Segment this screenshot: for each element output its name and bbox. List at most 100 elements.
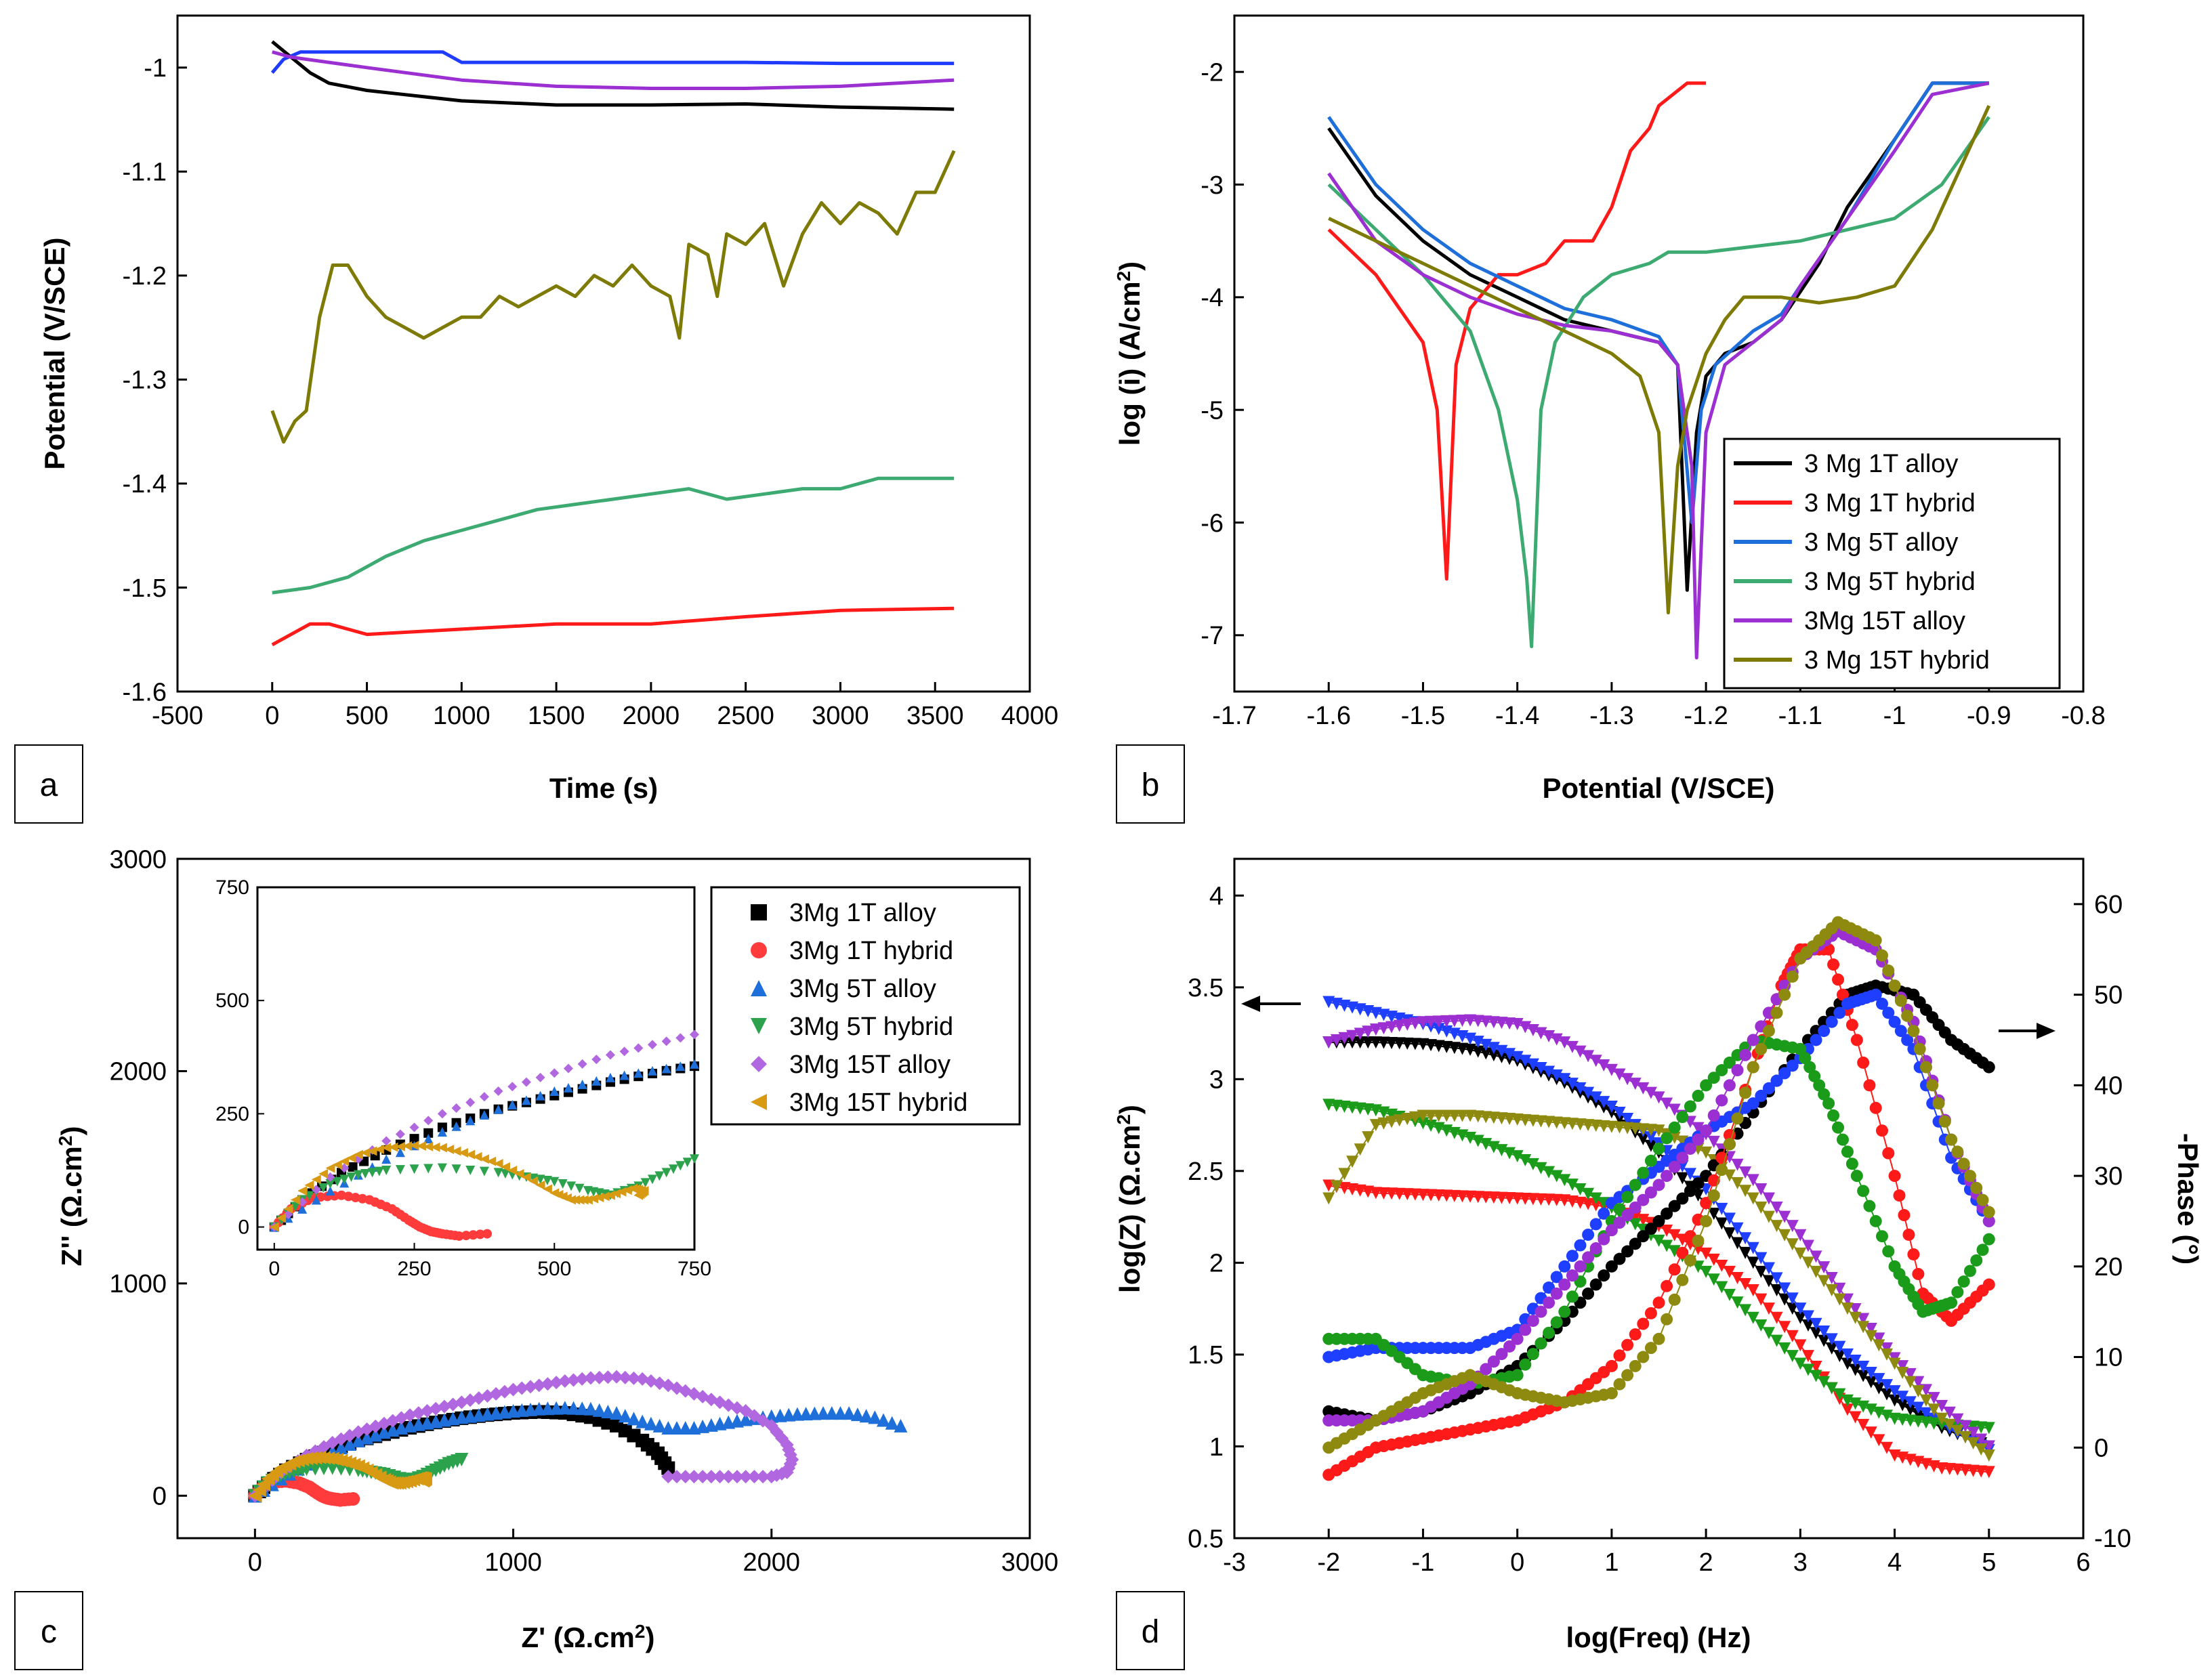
inset-data-point xyxy=(690,1154,699,1164)
data-point xyxy=(1825,1284,1838,1297)
data-point xyxy=(1582,1228,1595,1241)
data-point xyxy=(1833,1340,1846,1353)
data-point xyxy=(1957,1275,1970,1288)
x-tick-label: 500 xyxy=(346,702,388,730)
data-point xyxy=(1707,1109,1720,1122)
y-tick-label: -1.2 xyxy=(123,262,167,291)
legend-label: 3Mg 5T alloy xyxy=(789,975,936,1003)
data-point xyxy=(1849,1363,1862,1376)
data-point xyxy=(1432,1109,1445,1122)
inset-data-point xyxy=(350,1193,360,1203)
data-point xyxy=(558,1374,572,1388)
data-point xyxy=(1786,1302,1799,1315)
data-point xyxy=(1882,1006,1895,1019)
data-point xyxy=(1408,1038,1421,1051)
data-point xyxy=(1739,1278,1752,1291)
inset-data-point xyxy=(647,1174,657,1185)
data-point xyxy=(1970,1181,1983,1194)
inset-x-tick-label: 250 xyxy=(398,1258,432,1280)
inset-data-point xyxy=(690,1030,699,1040)
inset-data-point xyxy=(458,1148,468,1158)
data-point xyxy=(1827,1109,1840,1122)
legend-marker xyxy=(751,1094,767,1110)
data-point xyxy=(1605,1387,1618,1400)
inset-data-point xyxy=(465,1097,476,1107)
data-point xyxy=(1901,1009,1914,1022)
data-point xyxy=(1888,1170,1901,1183)
panel-d-plot-frame xyxy=(1233,857,2085,1540)
series-line xyxy=(1328,105,1991,615)
data-point xyxy=(1511,1332,1524,1345)
inset-data-point xyxy=(395,1147,405,1158)
data-point xyxy=(1684,1168,1696,1181)
data-point xyxy=(1582,1251,1595,1264)
data-point xyxy=(1574,1260,1587,1273)
data-point xyxy=(1535,1193,1547,1206)
data-point xyxy=(1652,1296,1665,1309)
data-point xyxy=(1963,1170,1976,1183)
x-tick-label: -2 xyxy=(1317,1548,1340,1577)
data-point xyxy=(1480,1363,1493,1376)
data-point xyxy=(1893,1189,1906,1202)
legend-box xyxy=(710,886,1021,1126)
data-point xyxy=(343,1437,357,1451)
data-point xyxy=(1982,1422,1995,1435)
inset-data-point xyxy=(437,1127,447,1137)
panel-c-legend: 3Mg 1T alloy 3Mg 1T hybrid 3Mg 5T alloy 3Mg… xyxy=(710,886,1021,1126)
data-point xyxy=(618,1370,632,1384)
y-tick-label: 2.5 xyxy=(1188,1158,1224,1186)
inset-data-point xyxy=(409,1122,419,1132)
data-point xyxy=(1692,1089,1705,1102)
inset-data-point xyxy=(479,1110,489,1120)
data-point xyxy=(1943,1418,1956,1431)
data-point xyxy=(1526,1315,1539,1328)
data-point xyxy=(1676,1151,1689,1164)
inset-data-point xyxy=(325,1163,335,1173)
data-point xyxy=(1739,1185,1752,1197)
x-tick-label: 6 xyxy=(2076,1548,2090,1577)
data-point xyxy=(1963,1265,1976,1277)
data-point xyxy=(1799,1052,1812,1065)
data-point xyxy=(1566,1290,1579,1303)
data-point xyxy=(1770,1074,1783,1087)
series-line xyxy=(272,476,955,595)
data-point xyxy=(1684,1254,1696,1267)
inset-data-point xyxy=(318,1183,329,1193)
data-point xyxy=(1582,1050,1595,1063)
data-point xyxy=(618,1409,632,1423)
data-point xyxy=(1875,1230,1888,1243)
data-point xyxy=(1425,1189,1438,1202)
data-point xyxy=(1472,1191,1484,1204)
data-point xyxy=(541,1377,555,1391)
data-point xyxy=(1503,1048,1516,1061)
data-point xyxy=(1644,1186,1657,1199)
data-point xyxy=(1786,970,1799,983)
inset-data-point xyxy=(343,1191,354,1202)
data-point xyxy=(1487,1042,1500,1055)
data-point xyxy=(1723,1138,1736,1151)
inset-data-point xyxy=(423,1164,434,1174)
data-point xyxy=(696,1470,710,1484)
data-point xyxy=(1346,1036,1359,1049)
data-point xyxy=(1857,1400,1870,1413)
data-point xyxy=(1385,1036,1398,1049)
data-point xyxy=(1385,1116,1398,1128)
data-point xyxy=(1841,1302,1854,1315)
legend-box xyxy=(1723,438,2061,690)
data-point xyxy=(635,1414,650,1428)
inset-data-point xyxy=(402,1141,413,1151)
x-tick-label: -1 xyxy=(1412,1548,1435,1577)
inset-data-point xyxy=(451,1103,461,1114)
data-point xyxy=(1723,1212,1736,1225)
panel-a-label-box xyxy=(14,744,83,824)
inset-data-point xyxy=(528,1176,539,1186)
inset-y-tick-label: 500 xyxy=(215,990,249,1012)
data-point xyxy=(317,1462,331,1476)
data-point xyxy=(1801,1239,1814,1252)
data-point xyxy=(1629,1237,1642,1250)
data-point xyxy=(1864,1330,1877,1342)
inset-data-point xyxy=(283,1204,293,1214)
data-point xyxy=(1503,1340,1516,1353)
data-point xyxy=(1801,1363,1814,1376)
data-point xyxy=(1526,1193,1539,1206)
